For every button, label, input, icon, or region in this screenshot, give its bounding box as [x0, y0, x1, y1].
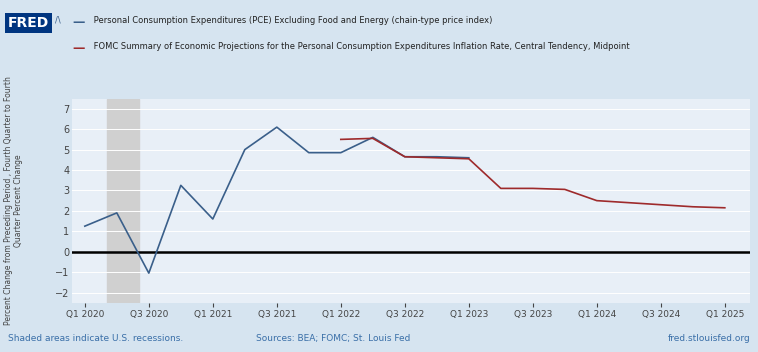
Text: FOMC Summary of Economic Projections for the Personal Consumption Expenditures I: FOMC Summary of Economic Projections for… [91, 42, 630, 51]
Text: Shaded areas indicate U.S. recessions.: Shaded areas indicate U.S. recessions. [8, 334, 183, 343]
Text: FRED: FRED [8, 16, 49, 30]
Text: —: — [72, 16, 84, 29]
Text: fred.stlouisfed.org: fred.stlouisfed.org [668, 334, 750, 343]
Text: Sources: BEA; FOMC; St. Louis Fed: Sources: BEA; FOMC; St. Louis Fed [256, 334, 411, 343]
Text: Personal Consumption Expenditures (PCE) Excluding Food and Energy (chain-type pr: Personal Consumption Expenditures (PCE) … [91, 16, 493, 25]
Text: Percent Change from Preceding Period , Fourth Quarter to Fourth
Quarter Percent : Percent Change from Preceding Period , F… [4, 76, 23, 325]
Bar [107, 99, 139, 303]
Text: —: — [72, 42, 84, 55]
Text: /\: /\ [55, 15, 61, 24]
